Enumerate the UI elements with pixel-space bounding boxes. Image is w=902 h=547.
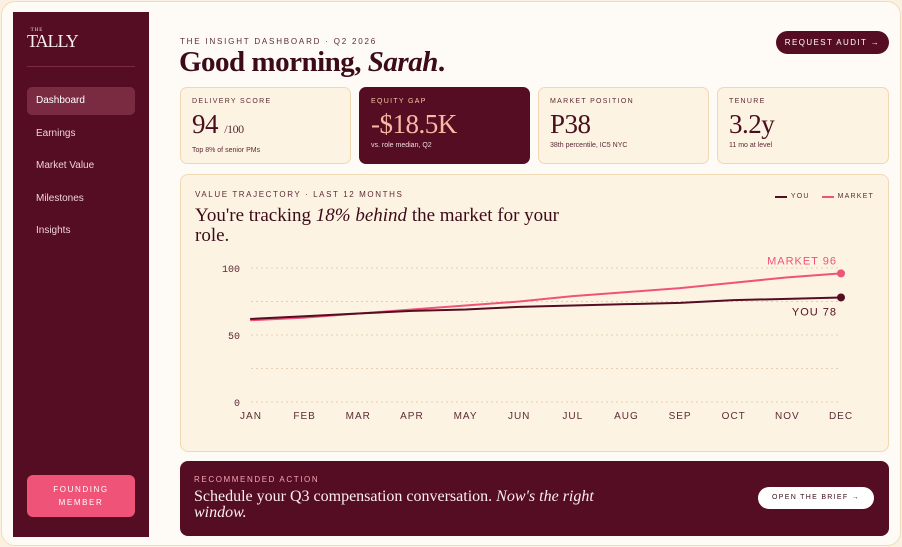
action-text-prefix: Schedule your Q3 compensation conversati… <box>194 488 497 505</box>
page-title: Good morning, Sarah. <box>179 46 445 79</box>
kpi-number: 94 <box>192 109 219 139</box>
headline-suffix: the market for your role. <box>195 205 560 246</box>
kpi-value: 94 /100 <box>192 110 339 143</box>
sidebar: THE TALLY Dashboard Earnings Market Valu… <box>13 12 149 537</box>
founding-member-button[interactable]: FOUNDING MEMBER <box>27 475 135 517</box>
open-brief-button[interactable]: OPEN THE BRIEF → <box>758 487 874 509</box>
x-tick-label: NOV <box>775 411 800 422</box>
sidebar-item-market-value[interactable]: Market Value <box>36 160 95 171</box>
series-line-you <box>250 296 842 320</box>
kpi-label: TENURE <box>729 98 766 105</box>
greeting-prefix: Good morning, <box>179 46 368 78</box>
series-line-market <box>250 272 842 322</box>
end-label-you: YOU 78 <box>792 306 837 318</box>
series-endpoint-you <box>837 293 845 302</box>
action-text: Schedule your Q3 compensation conversati… <box>194 489 614 521</box>
founding-line-2: MEMBER <box>58 498 104 507</box>
kpi-card-equity-gap: EQUITY GAP -$18.5K vs. role median, Q2 <box>359 87 530 164</box>
sidebar-nav: Dashboard Earnings Market Value Mileston… <box>27 87 135 250</box>
kpi-label: MARKET POSITION <box>550 98 634 105</box>
x-tick-label: JUN <box>508 411 530 422</box>
sidebar-item-dashboard[interactable]: Dashboard <box>27 87 135 115</box>
x-tick-label: AUG <box>614 411 639 422</box>
kpi-note: vs. role median, Q2 <box>371 142 432 149</box>
y-tick-label: 100 <box>222 265 240 276</box>
founding-line-1: FOUNDING <box>53 485 109 494</box>
value-trajectory-chart: 0 50 100 JAN FEB MAR APR MAY JUN JUL AUG SEP OCT NOV D… <box>222 255 853 422</box>
sidebar-item-milestones[interactable]: Milestones <box>36 192 84 204</box>
kpi-label: DELIVERY SCORE <box>192 98 272 105</box>
kpi-label: EQUITY GAP <box>371 98 427 105</box>
greeting-name: Sarah <box>367 46 439 78</box>
kpi-value: P38 <box>550 109 591 139</box>
x-tick-label: JUL <box>562 411 583 422</box>
end-label-market: MARKET 96 <box>767 255 837 267</box>
kpi-card-delivery-score: DELIVERY SCORE 94 /100 Top 8% of senior … <box>180 87 351 164</box>
kpi-note: 11 mo at level <box>729 142 773 149</box>
logo: THE TALLY <box>27 28 79 52</box>
greeting-suffix: . <box>437 46 445 78</box>
series-endpoint-market <box>837 269 845 278</box>
x-tick-label: OCT <box>722 411 746 422</box>
sidebar-divider <box>27 66 135 67</box>
logo-the: THE <box>30 28 44 33</box>
page-eyebrow: THE INSIGHT DASHBOARD · Q2 2026 <box>180 37 378 46</box>
headline-prefix: You're tracking <box>195 205 316 226</box>
recommended-action-banner: RECOMMENDED ACTION Schedule your Q3 comp… <box>180 461 889 536</box>
legend-swatch-you <box>774 195 787 198</box>
logo-wordmark: TALLY <box>27 31 79 51</box>
legend-item-market: MARKET <box>821 193 874 200</box>
chart-eyebrow: VALUE TRAJECTORY · LAST 12 MONTHS <box>195 190 404 199</box>
chart-headline: You're tracking 18% behind the market fo… <box>195 206 575 246</box>
x-tick-label: JAN <box>240 411 262 422</box>
kpi-value: -$18.5K <box>371 109 457 139</box>
y-tick-label: 0 <box>234 399 240 410</box>
headline-emphasis: 18% behind <box>315 205 408 226</box>
chart-legend: YOU MARKET <box>774 193 874 200</box>
kpi-note: 38th percentile, IC5 NYC <box>550 142 628 149</box>
legend-item-you: YOU <box>774 193 810 200</box>
x-tick-label: DEC <box>829 411 853 422</box>
x-tick-label: FEB <box>293 411 315 422</box>
legend-swatch-market <box>821 195 834 198</box>
kpi-unit: /100 <box>224 122 244 136</box>
legend-label-market: MARKET <box>837 193 874 200</box>
request-audit-button[interactable]: REQUEST AUDIT → <box>776 31 889 54</box>
kpi-note: Top 8% of senior PMs <box>192 147 261 154</box>
legend-label-you: YOU <box>790 193 810 200</box>
y-tick-label: 50 <box>228 332 240 343</box>
kpi-value: 3.2y <box>729 109 775 139</box>
kpi-card-tenure: TENURE 3.2y 11 mo at level <box>717 87 889 164</box>
x-tick-label: SEP <box>669 411 692 422</box>
x-tick-label: APR <box>400 411 424 422</box>
x-tick-label: MAY <box>454 411 478 422</box>
action-eyebrow: RECOMMENDED ACTION <box>194 475 320 484</box>
x-tick-label: MAR <box>346 411 371 422</box>
sidebar-item-insights[interactable]: Insights <box>36 225 71 236</box>
value-trajectory-panel: 0 50 100 JAN FEB MAR APR MAY JUN JUL AUG SEP OCT NOV D… <box>180 174 889 452</box>
sidebar-item-earnings[interactable]: Earnings <box>36 127 76 139</box>
kpi-card-market-position: MARKET POSITION P38 38th percentile, IC5… <box>538 87 709 164</box>
action-text-emphasis: Now's the right window. <box>194 488 594 521</box>
